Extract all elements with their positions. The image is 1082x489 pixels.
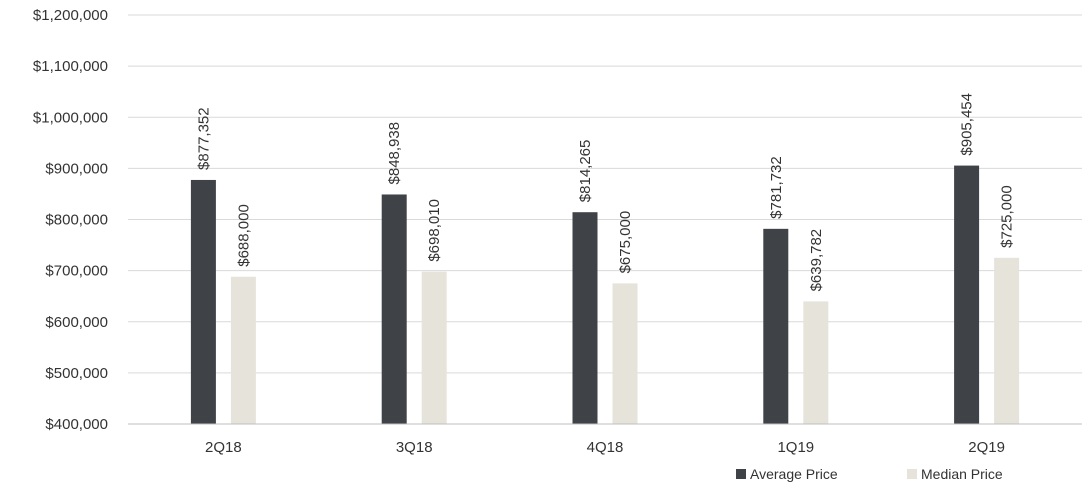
x-tick-label: 3Q18 [396, 439, 433, 456]
bar-median-2Q18 [230, 276, 256, 424]
gridlines [128, 14, 1082, 425]
bar-average-1Q19 [763, 228, 789, 424]
legend-label-average: Average Price [750, 466, 838, 482]
x-tick-label: 1Q19 [777, 439, 814, 456]
x-axis: 2Q18 3Q18 4Q18 1Q19 2Q19 [128, 423, 1082, 456]
y-tick-label: $1,100,000 [33, 58, 108, 75]
data-label-median-4Q18: $675,000 [617, 211, 634, 274]
y-tick-label: $800,000 [45, 212, 108, 229]
bar-average-2Q19 [954, 165, 980, 424]
y-tick-label: $1,200,000 [33, 7, 108, 24]
y-tick-label: $500,000 [45, 365, 108, 382]
bar-average-2Q18 [190, 179, 216, 424]
bar-average-3Q18 [381, 194, 407, 424]
bar-median-1Q19 [803, 301, 829, 424]
data-label-average-1Q19: $781,732 [768, 156, 785, 219]
bars: $877,352 $688,000 $848,938 $698,010 $814,265… [190, 93, 1020, 424]
y-axis: $400,000 $500,000 $600,000 $700,000 $800,000… [33, 7, 108, 433]
y-tick-label: $400,000 [45, 416, 108, 433]
y-tick-label: $900,000 [45, 160, 108, 177]
data-label-median-2Q19: $725,000 [999, 185, 1016, 248]
y-tick-label: $700,000 [45, 263, 108, 280]
legend-swatch-median [907, 469, 917, 479]
y-tick-label: $1,000,000 [33, 109, 108, 126]
bar-median-3Q18 [421, 271, 447, 424]
bar-median-4Q18 [612, 283, 638, 424]
legend-label-median: Median Price [921, 466, 1003, 482]
bar-median-2Q19 [994, 257, 1020, 424]
data-label-median-2Q18: $688,000 [235, 204, 252, 267]
data-label-median-3Q18: $698,010 [426, 199, 443, 262]
legend-average: Average Price [736, 466, 838, 482]
data-label-average-2Q18: $877,352 [195, 107, 212, 170]
y-tick-label: $600,000 [45, 314, 108, 331]
x-tick-label: 4Q18 [587, 439, 624, 456]
x-tick-label: 2Q19 [968, 439, 1005, 456]
bar-average-4Q18 [572, 212, 598, 424]
legend-swatch-average [736, 469, 746, 479]
data-label-average-3Q18: $848,938 [386, 122, 403, 185]
data-label-median-1Q19: $639,782 [808, 229, 825, 292]
data-label-average-2Q19: $905,454 [959, 93, 976, 156]
data-label-average-4Q18: $814,265 [577, 140, 594, 203]
legend-median: Median Price [907, 466, 1003, 482]
x-tick-label: 2Q18 [205, 439, 242, 456]
